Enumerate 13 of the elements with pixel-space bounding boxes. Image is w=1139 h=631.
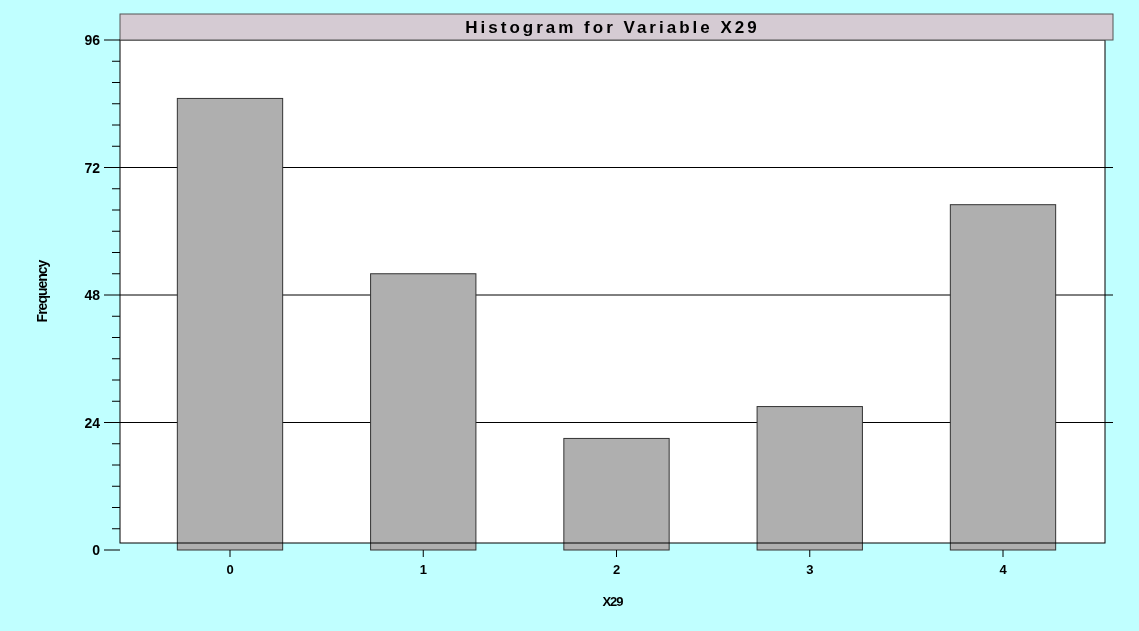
x-tick-label: 1 [419, 562, 427, 577]
y-tick-label: 96 [84, 32, 101, 48]
x-axis-title: X29 [602, 594, 624, 609]
x-tick-label: 3 [806, 562, 814, 577]
y-tick-label: 24 [84, 414, 101, 431]
x-tick-label: 0 [226, 562, 234, 577]
x-tick-label: 2 [612, 562, 621, 577]
y-tick-label: 48 [84, 287, 101, 303]
y-tick-label: 0 [92, 542, 101, 558]
y-axis-title: Frequency [34, 259, 50, 323]
chart-title: Histogram for Variable X29 [465, 18, 760, 37]
x-tick-label: 4 [999, 562, 1008, 577]
y-tick-label: 72 [84, 159, 101, 176]
